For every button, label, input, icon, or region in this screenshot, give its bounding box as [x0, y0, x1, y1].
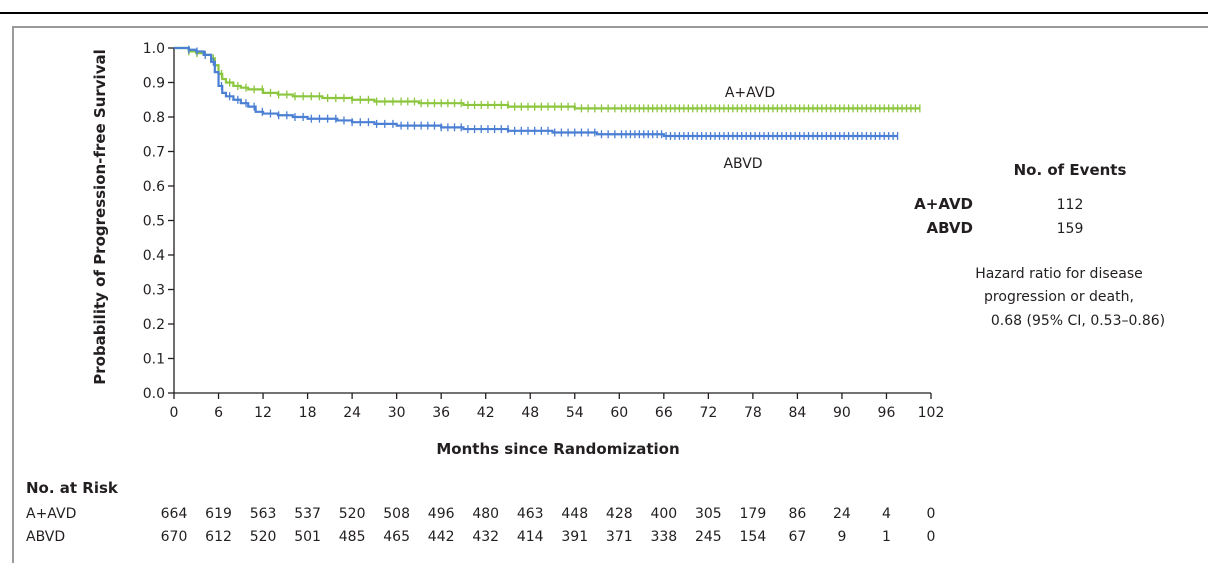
x-tick-label: 30 — [388, 405, 406, 421]
y-tick-label: 0.7 — [143, 145, 165, 161]
x-tick-label: 54 — [566, 405, 584, 421]
x-tick-label: 42 — [477, 405, 495, 421]
hazard-ratio-note: Hazard ratio for disease progression or … — [975, 266, 1165, 329]
risk-name-abvd: ABVD — [26, 529, 65, 545]
risk-value: 670 — [161, 529, 188, 545]
hazard-line-2: progression or death, — [984, 289, 1134, 305]
x-tick-label: 60 — [610, 405, 628, 421]
risk-value: 432 — [472, 529, 499, 545]
x-axis: 0 6 12 18 24 30 36 42 48 54 60 66 72 78 84 90 96 102 — [170, 392, 945, 421]
risk-value: 428 — [606, 506, 633, 522]
risk-value: 485 — [339, 529, 366, 545]
risk-value: 619 — [205, 506, 232, 522]
y-axis-title: Probability of Progression-free Survival — [91, 49, 109, 385]
risk-value: 24 — [833, 506, 851, 522]
y-tick-label: 0.5 — [143, 214, 165, 230]
y-tick-label: 0.2 — [143, 317, 165, 333]
y-tick-label: 0.9 — [143, 76, 165, 92]
risk-value: 154 — [740, 529, 767, 545]
y-tick-label: 0.3 — [143, 283, 165, 299]
y-tick-label: 1.0 — [143, 41, 165, 57]
risk-value: 520 — [250, 529, 277, 545]
risk-value: 9 — [837, 529, 846, 545]
y-tick-label: 0.4 — [143, 248, 165, 264]
y-tick-label: 0.8 — [143, 110, 165, 126]
x-axis-title: Months since Randomization — [436, 440, 679, 458]
events-name-a-avd: A+AVD — [914, 195, 973, 213]
risk-value: 86 — [788, 506, 806, 522]
x-tick-label: 48 — [521, 405, 539, 421]
x-tick-label: 12 — [254, 405, 272, 421]
y-tick-label: 0.0 — [143, 386, 165, 402]
risk-value: 496 — [428, 506, 455, 522]
risk-value: 305 — [695, 506, 722, 522]
figure-frame — [12, 26, 1208, 563]
series-line-a-avd — [174, 46, 920, 110]
x-tick-label: 102 — [918, 405, 945, 421]
censor-marks-abvd — [188, 45, 899, 140]
risk-value: 67 — [788, 529, 806, 545]
risk-value: 520 — [339, 506, 366, 522]
risk-value: 465 — [383, 529, 410, 545]
x-tick-label: 84 — [788, 405, 806, 421]
y-axis: 0.0 0.1 0.2 0.3 0.4 0.5 0.6 0.7 0.8 0.9 1.0 — [143, 41, 175, 402]
censor-marks-a-avd — [188, 47, 921, 113]
risk-table: No. at Risk A+AVD ABVD 664 619 563 537 520 50… — [26, 479, 935, 545]
risk-value: 612 — [205, 529, 232, 545]
risk-value: 400 — [650, 506, 677, 522]
x-tick-label: 66 — [655, 405, 673, 421]
series-label-a-avd: A+AVD — [725, 85, 775, 101]
risk-value: 245 — [695, 529, 722, 545]
risk-value: 179 — [740, 506, 767, 522]
series-label-abvd: ABVD — [723, 156, 762, 172]
x-tick-label: 78 — [744, 405, 762, 421]
risk-value: 508 — [383, 506, 410, 522]
events-value-abvd: 159 — [1057, 221, 1084, 237]
risk-value: 537 — [294, 506, 321, 522]
risk-title: No. at Risk — [26, 479, 119, 497]
risk-value: 371 — [606, 529, 633, 545]
x-tick-label: 96 — [878, 405, 896, 421]
x-tick-label: 72 — [699, 405, 717, 421]
risk-value: 480 — [472, 506, 499, 522]
risk-value: 463 — [517, 506, 544, 522]
x-tick-label: 90 — [833, 405, 851, 421]
events-table: No. of Events A+AVD 112 ABVD 159 — [914, 161, 1126, 237]
x-tick-label: 24 — [343, 405, 361, 421]
events-value-a-avd: 112 — [1057, 197, 1084, 213]
x-tick-label: 0 — [170, 405, 179, 421]
events-name-abvd: ABVD — [927, 219, 974, 237]
series-layer — [174, 45, 921, 140]
risk-value: 501 — [294, 529, 321, 545]
risk-value: 563 — [250, 506, 277, 522]
risk-value: 0 — [927, 506, 936, 522]
risk-value: 664 — [161, 506, 188, 522]
risk-name-a-avd: A+AVD — [26, 506, 76, 522]
y-tick-label: 0.1 — [143, 352, 165, 368]
x-tick-label: 36 — [432, 405, 450, 421]
risk-value: 1 — [882, 529, 891, 545]
risk-value: 4 — [882, 506, 891, 522]
series-line-abvd — [174, 46, 898, 138]
risk-value: 0 — [927, 529, 936, 545]
risk-value: 338 — [650, 529, 677, 545]
hazard-line-3: 0.68 (95% CI, 0.53–0.86) — [991, 313, 1165, 329]
risk-value: 448 — [561, 506, 588, 522]
risk-value: 442 — [428, 529, 455, 545]
x-tick-label: 6 — [214, 405, 223, 421]
risk-value: 414 — [517, 529, 544, 545]
risk-value: 391 — [561, 529, 588, 545]
events-title: No. of Events — [1014, 161, 1127, 179]
hazard-line-1: Hazard ratio for disease — [975, 266, 1142, 282]
x-tick-label: 18 — [299, 405, 317, 421]
y-tick-label: 0.6 — [143, 179, 165, 195]
top-rule — [0, 12, 1208, 14]
